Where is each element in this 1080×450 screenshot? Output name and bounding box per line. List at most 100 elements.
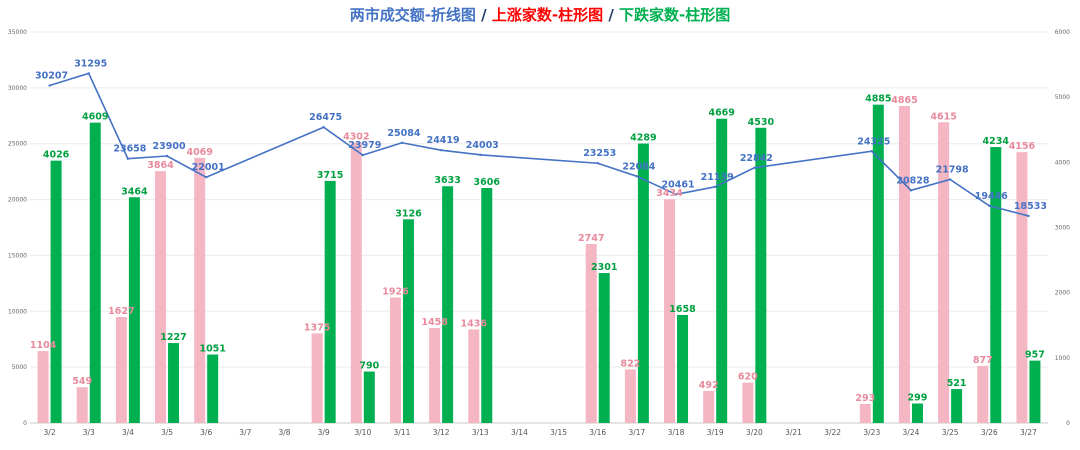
rise-value-label: 2747 — [578, 233, 604, 244]
y-left-tick-label: 15000 — [8, 252, 27, 259]
turnover-point — [909, 189, 913, 192]
turnover-point — [870, 150, 874, 153]
fall-bar — [716, 118, 728, 424]
title-sep-2: / — [603, 6, 620, 24]
rise-bar — [429, 327, 441, 423]
x-tick-label: 3/19 — [707, 428, 724, 437]
turnover-line — [49, 72, 1029, 217]
fall-bar — [442, 186, 454, 423]
fall-value-label: 3606 — [474, 177, 501, 188]
x-tick-label: 3/27 — [1020, 428, 1037, 437]
title-up-part: 上涨家数-柱形图 — [491, 6, 604, 24]
fall-value-label: 1227 — [160, 332, 186, 343]
fall-value-label: 3126 — [395, 208, 422, 219]
x-tick-label: 3/24 — [903, 428, 920, 437]
y-left-tick-label: 35000 — [8, 29, 27, 36]
rise-bar — [311, 333, 323, 423]
turnover-value-label: 22842 — [740, 153, 773, 164]
grid — [30, 31, 1048, 424]
rise-value-label: 1375 — [304, 322, 330, 333]
fall-bar — [911, 403, 923, 423]
y-left-tick-label: 30000 — [8, 85, 27, 92]
x-tick-label: 3/26 — [981, 428, 998, 437]
fall-value-label: 4885 — [865, 94, 891, 105]
rise-value-label: 1926 — [382, 286, 409, 297]
fall-bar — [990, 147, 1002, 423]
turnover-point — [165, 154, 169, 158]
y-left-tick-label: 20000 — [8, 197, 27, 204]
turnover-point — [988, 204, 991, 207]
turnover-value-label: 24003 — [466, 140, 499, 151]
y-right-tick-label: 6000 — [1055, 29, 1070, 36]
rise-value-label: 293 — [855, 393, 875, 404]
turnover-value-label: 30207 — [35, 71, 68, 82]
x-tick-label: 3/22 — [824, 428, 841, 437]
rise-bar — [1016, 152, 1028, 423]
x-tick-label: 3/25 — [942, 428, 959, 437]
turnover-point — [322, 126, 325, 129]
rise-bar — [468, 329, 480, 423]
turnover-point — [1027, 214, 1030, 218]
fall-bar — [872, 104, 884, 424]
turnover-point — [48, 84, 51, 87]
x-tick-label: 3/8 — [278, 428, 290, 437]
turnover-value-label: 24419 — [427, 135, 460, 146]
fall-value-label: 2301 — [591, 262, 617, 273]
fall-bar — [363, 371, 375, 423]
turnover-point — [400, 141, 404, 144]
rise-value-label: 822 — [620, 358, 640, 369]
rise-bar — [76, 387, 88, 423]
turnover-value-label: 21139 — [701, 172, 734, 183]
y-right-tick-label: 5000 — [1055, 94, 1070, 101]
title-line-part: 两市成交额-折线图 — [349, 6, 476, 24]
turnover-point — [753, 166, 756, 170]
rise-value-label: 3864 — [147, 160, 174, 171]
fall-bar — [1029, 360, 1041, 423]
x-tick-label: 3/20 — [746, 428, 763, 437]
rise-value-label: 4069 — [186, 147, 212, 158]
fall-bar — [677, 314, 689, 423]
rise-bar — [37, 351, 49, 423]
x-tick-label: 3/15 — [550, 428, 567, 437]
x-tick-label: 3/12 — [433, 428, 450, 437]
turnover-point — [204, 176, 208, 179]
x-tick-label: 3/2 — [44, 428, 56, 437]
fall-value-label: 3464 — [121, 186, 148, 197]
rise-value-label: 877 — [973, 355, 993, 366]
rise-value-label: 620 — [738, 372, 758, 383]
y-left-tick-label: 10000 — [8, 308, 27, 315]
fall-value-label: 4530 — [748, 117, 775, 128]
y-left-tick-label: 5000 — [12, 364, 27, 371]
fall-value-label: 790 — [359, 361, 379, 372]
fall-bar — [50, 160, 62, 423]
turnover-value-label: 31295 — [74, 58, 107, 69]
x-tick-label: 3/3 — [83, 428, 95, 437]
turnover-point — [948, 178, 952, 181]
title-down-part: 下跌家数-柱形图 — [619, 6, 731, 24]
turnover-value-label: 18533 — [1014, 201, 1047, 212]
x-tick-label: 3/14 — [511, 428, 528, 437]
x-tick-label: 3/21 — [785, 428, 802, 437]
y-left-tick-label: 0 — [23, 420, 27, 427]
turnover-value-label: 19446 — [975, 191, 1008, 202]
turnover-value-label: 20461 — [662, 179, 695, 190]
x-tick-label: 3/4 — [122, 428, 134, 437]
rise-value-label: 1627 — [108, 306, 134, 317]
rise-value-label: 3434 — [656, 188, 683, 199]
turnover-point — [439, 149, 443, 152]
fall-value-label: 4669 — [708, 108, 734, 119]
y-right-tick-label: 4000 — [1055, 159, 1070, 166]
fall-bar — [951, 389, 963, 423]
fall-bar — [207, 354, 219, 423]
x-tick-label: 3/7 — [239, 428, 251, 437]
turnover-value-label: 26475 — [309, 112, 342, 123]
fall-value-label: 957 — [1025, 350, 1045, 361]
turnover-value-label: 21798 — [936, 164, 969, 175]
turnover-point — [635, 175, 639, 178]
x-tick-label: 3/18 — [668, 428, 685, 437]
fall-bar — [168, 343, 180, 423]
rise-bar — [703, 390, 715, 423]
fall-value-label: 3715 — [317, 170, 343, 181]
turnover-value-label: 23900 — [153, 141, 186, 152]
rise-value-label: 1104 — [30, 340, 57, 351]
